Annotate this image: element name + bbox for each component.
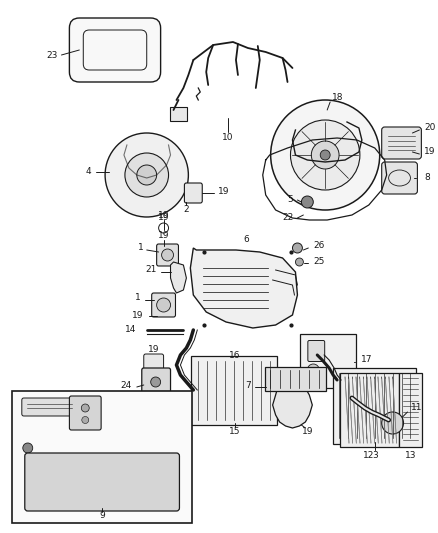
Circle shape <box>137 165 157 185</box>
Text: 19: 19 <box>158 214 170 222</box>
Text: 26: 26 <box>313 240 325 249</box>
Text: 19: 19 <box>158 230 170 239</box>
Text: 15: 15 <box>229 427 241 437</box>
Polygon shape <box>170 262 187 293</box>
FancyBboxPatch shape <box>300 334 356 388</box>
FancyBboxPatch shape <box>152 293 176 317</box>
Circle shape <box>311 367 316 373</box>
Text: 11: 11 <box>411 403 423 413</box>
Text: 8: 8 <box>424 174 430 182</box>
FancyBboxPatch shape <box>265 367 326 391</box>
FancyBboxPatch shape <box>148 402 163 408</box>
FancyBboxPatch shape <box>142 368 170 412</box>
Text: 19: 19 <box>218 188 230 197</box>
Text: 5: 5 <box>288 196 293 205</box>
FancyBboxPatch shape <box>22 398 78 416</box>
FancyBboxPatch shape <box>69 396 101 430</box>
FancyBboxPatch shape <box>25 453 180 511</box>
Polygon shape <box>272 385 312 428</box>
FancyBboxPatch shape <box>191 356 277 425</box>
Circle shape <box>290 120 360 190</box>
FancyBboxPatch shape <box>399 373 422 447</box>
Circle shape <box>105 133 188 217</box>
FancyBboxPatch shape <box>308 341 325 361</box>
Circle shape <box>23 443 33 453</box>
Text: 3: 3 <box>372 450 378 459</box>
Text: 17: 17 <box>361 356 372 365</box>
Circle shape <box>157 298 170 312</box>
Text: 19: 19 <box>302 427 313 437</box>
Text: 14: 14 <box>125 326 137 335</box>
Text: 23: 23 <box>46 51 57 60</box>
Circle shape <box>296 258 304 266</box>
Circle shape <box>151 377 161 387</box>
Circle shape <box>152 392 159 400</box>
FancyBboxPatch shape <box>340 373 399 447</box>
Text: 1: 1 <box>138 244 144 253</box>
FancyBboxPatch shape <box>381 162 417 194</box>
Text: 19: 19 <box>148 345 159 354</box>
Text: 10: 10 <box>222 133 234 142</box>
FancyBboxPatch shape <box>69 18 161 82</box>
Text: 19: 19 <box>158 211 170 220</box>
Circle shape <box>271 100 380 210</box>
Text: 24: 24 <box>120 381 132 390</box>
Circle shape <box>82 416 89 424</box>
Text: 19: 19 <box>424 148 436 157</box>
FancyBboxPatch shape <box>12 391 192 523</box>
Text: 16: 16 <box>229 351 241 360</box>
Text: 2: 2 <box>184 206 189 214</box>
Circle shape <box>81 404 89 412</box>
Circle shape <box>125 153 169 197</box>
Text: 13: 13 <box>405 450 416 459</box>
Circle shape <box>162 249 173 261</box>
Text: 21: 21 <box>145 265 157 274</box>
Text: 25: 25 <box>313 257 325 266</box>
FancyBboxPatch shape <box>184 183 202 203</box>
Circle shape <box>311 141 339 169</box>
FancyBboxPatch shape <box>157 244 178 266</box>
Polygon shape <box>191 248 297 328</box>
Text: 18: 18 <box>332 93 344 101</box>
Circle shape <box>293 243 302 253</box>
FancyBboxPatch shape <box>170 107 187 121</box>
Text: 1: 1 <box>135 294 141 303</box>
Circle shape <box>381 412 403 434</box>
Text: 22: 22 <box>282 214 293 222</box>
FancyBboxPatch shape <box>144 354 163 380</box>
FancyBboxPatch shape <box>333 368 417 444</box>
Text: 20: 20 <box>424 123 436 132</box>
Text: 4: 4 <box>85 167 91 176</box>
Circle shape <box>320 150 330 160</box>
Text: 19: 19 <box>132 311 144 319</box>
Circle shape <box>301 196 313 208</box>
FancyBboxPatch shape <box>381 127 421 159</box>
Text: 6: 6 <box>243 236 249 245</box>
Text: 9: 9 <box>99 512 105 521</box>
Circle shape <box>307 364 319 376</box>
Text: 7: 7 <box>245 381 251 390</box>
Text: 12: 12 <box>363 450 374 459</box>
